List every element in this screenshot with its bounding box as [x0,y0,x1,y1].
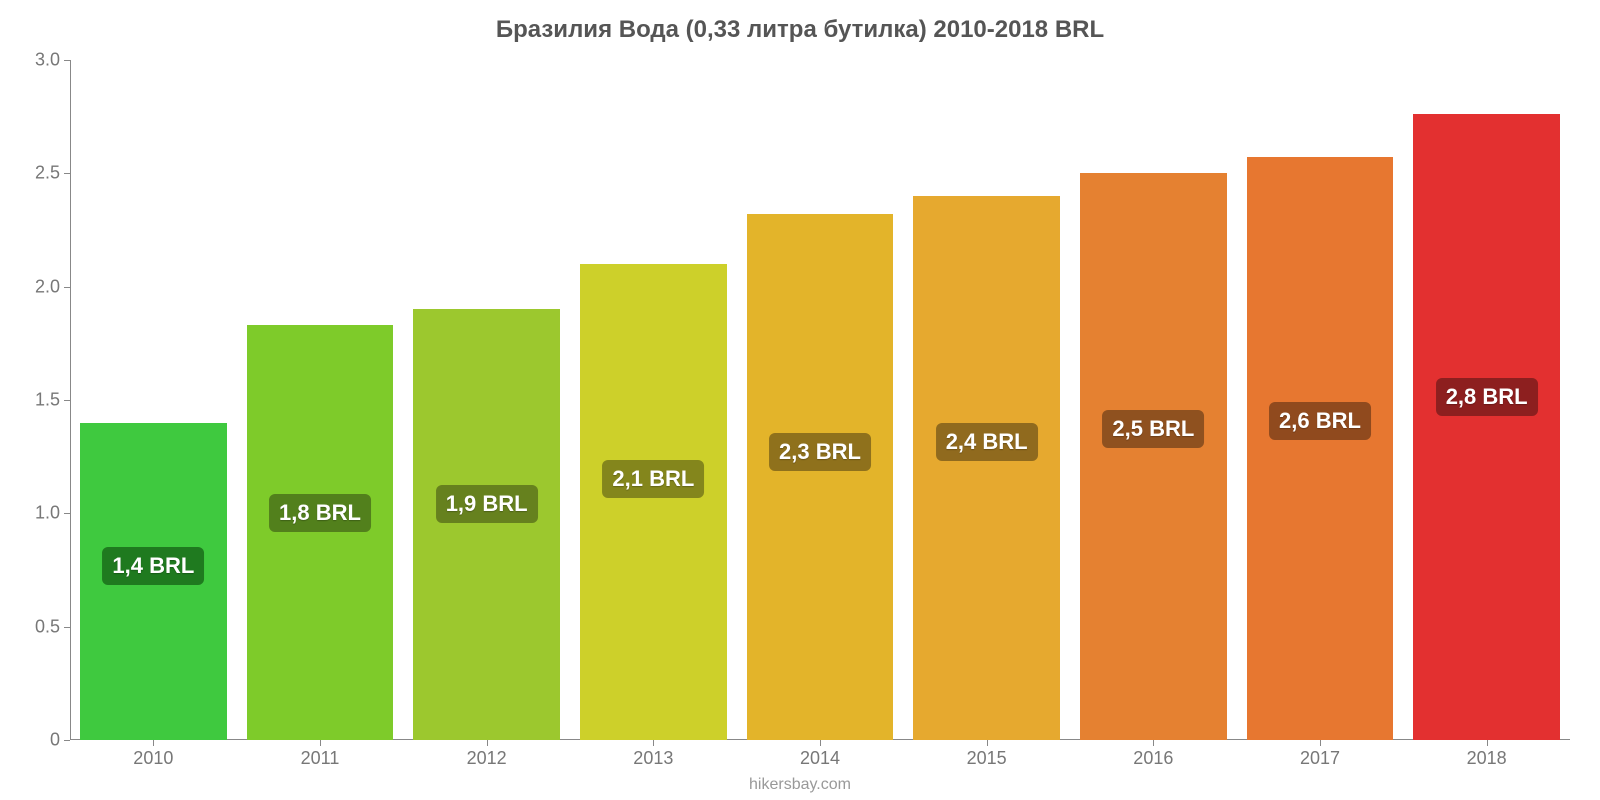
y-tick-label: 0 [50,730,70,751]
chart-title: Бразилия Вода (0,33 литра бутилка) 2010-… [0,16,1600,44]
y-tick-label: 2.0 [35,276,70,297]
x-tick-label: 2013 [633,740,673,769]
bar [1080,173,1227,740]
bar-value-label: 2,5 BRL [1102,410,1204,448]
watermark: hikersbay.com [0,776,1600,794]
bar-value-label: 2,4 BRL [936,423,1038,461]
bar [247,325,394,740]
bar-value-label: 1,9 BRL [436,485,538,523]
x-tick-label: 2014 [800,740,840,769]
bar [1413,114,1560,740]
bar-value-label: 2,6 BRL [1269,402,1371,440]
y-tick-label: 0.5 [35,616,70,637]
bar-value-label: 1,4 BRL [102,547,204,585]
y-tick-label: 1.5 [35,390,70,411]
plot-area: 00.51.01.52.02.53.020101,4 BRL20111,8 BR… [70,60,1570,740]
chart-container: Бразилия Вода (0,33 литра бутилка) 2010-… [0,0,1600,800]
bar-value-label: 1,8 BRL [269,494,371,532]
bar [413,309,560,740]
bar [747,214,894,740]
x-tick-label: 2010 [133,740,173,769]
bar-value-label: 2,8 BRL [1436,378,1538,416]
x-tick-label: 2017 [1300,740,1340,769]
bar [580,264,727,740]
bar [913,196,1060,740]
x-tick-label: 2012 [467,740,507,769]
y-tick-label: 2.5 [35,163,70,184]
bar [1247,157,1394,740]
y-tick-label: 1.0 [35,503,70,524]
y-tick-label: 3.0 [35,50,70,71]
y-axis-line [70,60,71,740]
x-tick-label: 2018 [1467,740,1507,769]
x-tick-label: 2016 [1133,740,1173,769]
bar-value-label: 2,1 BRL [602,460,704,498]
x-tick-label: 2015 [967,740,1007,769]
x-tick-label: 2011 [301,740,340,769]
bar-value-label: 2,3 BRL [769,433,871,471]
